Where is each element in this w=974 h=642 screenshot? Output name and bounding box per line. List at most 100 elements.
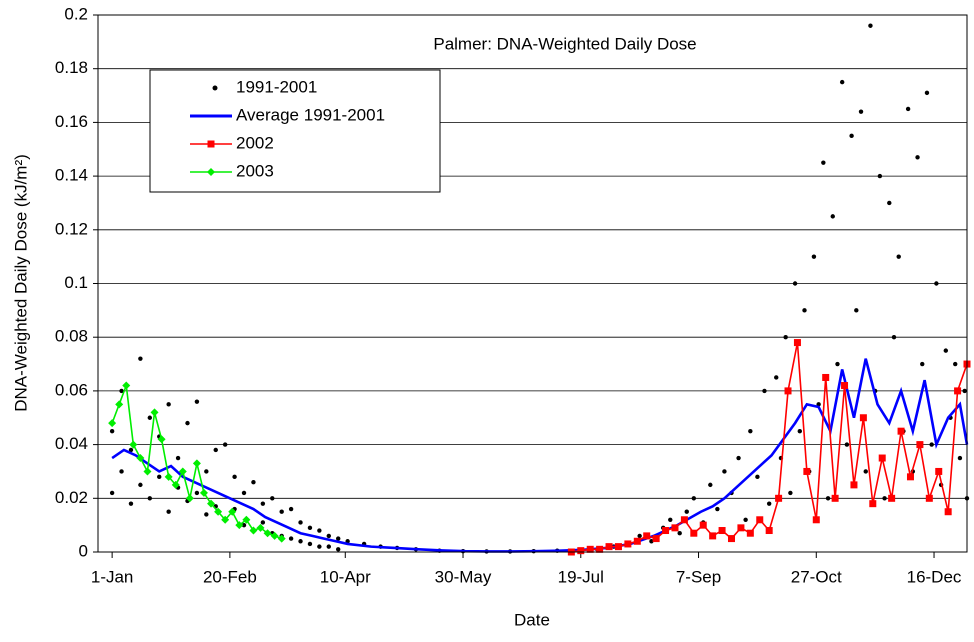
data-point <box>185 420 190 426</box>
data-point <box>839 79 845 85</box>
data-point <box>336 536 341 541</box>
data-point <box>232 474 237 480</box>
marker <box>586 545 594 553</box>
x-tick-label: 10-Apr <box>320 567 371 586</box>
data-point <box>166 509 171 514</box>
data-point <box>317 528 322 533</box>
data-point <box>797 428 802 434</box>
data-point <box>637 533 642 539</box>
legend-label: Average 1991-2001 <box>236 105 385 124</box>
plot-frame <box>97 14 968 553</box>
data-point <box>222 442 228 447</box>
data-point <box>715 506 720 512</box>
marker <box>699 521 707 529</box>
marker <box>869 500 877 508</box>
y-tick-label: 0.06 <box>55 380 88 399</box>
marker <box>207 140 215 148</box>
data-point <box>251 479 256 485</box>
data-point <box>882 496 887 501</box>
data-point <box>708 482 713 488</box>
marker <box>671 524 679 532</box>
marker <box>709 532 717 540</box>
y-tick-label: 0.14 <box>55 166 88 185</box>
marker <box>822 373 830 381</box>
data-point <box>835 361 840 367</box>
marker <box>746 529 754 537</box>
data-point <box>677 531 682 536</box>
marker <box>235 521 244 530</box>
data-point <box>194 399 200 404</box>
data-point <box>109 428 115 434</box>
marker <box>888 494 896 502</box>
data-point <box>929 442 934 447</box>
x-tick-label: 1-Jan <box>91 567 134 586</box>
marker <box>784 387 792 395</box>
marker <box>164 472 173 481</box>
y-tick-label: 0.18 <box>55 58 88 77</box>
data-point <box>748 428 753 434</box>
data-point <box>119 388 124 394</box>
data-point <box>119 469 124 474</box>
data-point <box>953 361 958 367</box>
marker <box>221 515 230 524</box>
data-point <box>802 308 807 313</box>
data-point <box>649 539 654 544</box>
marker <box>737 524 745 532</box>
marker <box>129 440 138 449</box>
data-point <box>194 490 200 496</box>
data-point <box>326 544 331 549</box>
y-tick-label: 0.02 <box>55 488 88 507</box>
data-point <box>924 90 930 96</box>
y-tick-label: 0.08 <box>55 327 88 346</box>
data-point <box>307 525 313 531</box>
marker <box>793 339 801 347</box>
data-point <box>109 490 115 496</box>
legend-marker <box>212 85 218 91</box>
data-point <box>891 335 897 340</box>
data-point <box>147 415 153 420</box>
legend-label: 2003 <box>236 161 274 180</box>
marker <box>878 454 886 462</box>
x-tick-label: 30-May <box>435 567 492 586</box>
marker <box>850 481 858 489</box>
marker <box>935 467 943 475</box>
data-point <box>298 539 303 544</box>
data-point <box>260 520 266 525</box>
data-point <box>691 496 697 501</box>
marker <box>199 488 208 497</box>
data-point <box>816 402 821 407</box>
data-point <box>821 160 826 165</box>
marker <box>605 543 613 551</box>
data-point <box>774 375 779 380</box>
marker <box>136 454 145 463</box>
marker <box>256 523 265 532</box>
marker <box>624 540 632 548</box>
x-tick-label: 16-Dec <box>907 567 962 586</box>
marker <box>207 168 215 176</box>
data-point <box>825 496 831 501</box>
legend-label: 2002 <box>236 133 274 152</box>
y-tick-label: 0.1 <box>64 273 88 292</box>
data-point <box>204 512 209 517</box>
data-point <box>858 109 864 114</box>
data-point <box>863 469 868 474</box>
data-point <box>788 490 793 496</box>
marker <box>207 499 216 508</box>
marker <box>270 531 279 540</box>
data-point <box>279 509 284 514</box>
data-point <box>920 361 925 367</box>
marker <box>859 414 867 422</box>
marker <box>150 408 159 417</box>
marker <box>756 516 764 524</box>
x-tick-label: 7-Sep <box>676 567 721 586</box>
data-point <box>830 214 835 219</box>
data-point <box>736 455 741 461</box>
data-point <box>288 536 294 541</box>
data-point <box>743 517 748 522</box>
data-point <box>326 533 331 539</box>
marker <box>108 419 117 428</box>
data-point <box>270 496 275 501</box>
marker <box>115 400 124 409</box>
